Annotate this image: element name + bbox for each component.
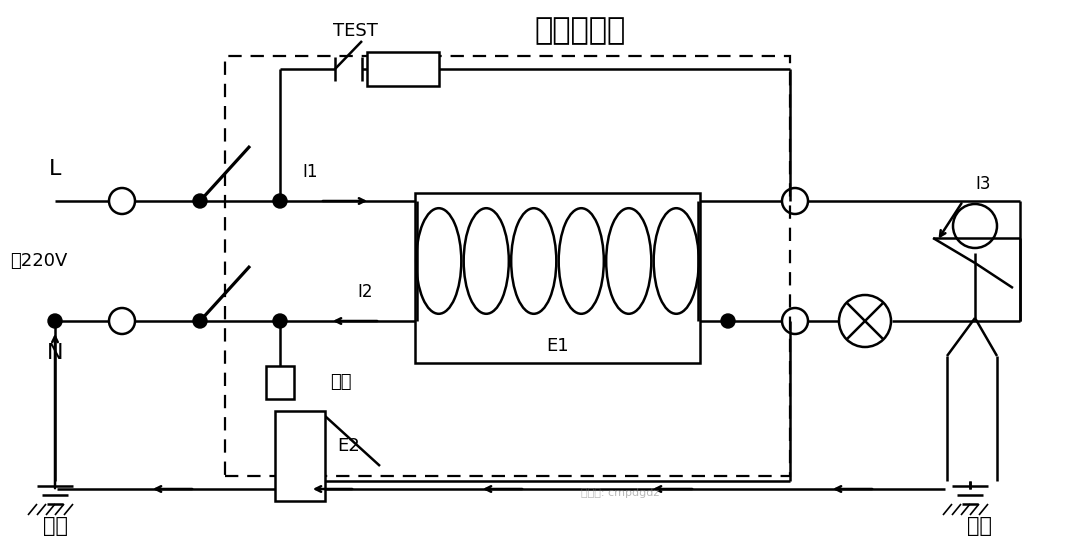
Text: TEST: TEST [333,22,377,40]
Text: 大地: 大地 [42,516,67,536]
Polygon shape [266,366,294,399]
Text: I3: I3 [975,175,990,193]
Text: 衔铁: 衔铁 [330,373,351,392]
Text: I2: I2 [357,283,373,301]
Text: L: L [49,159,62,179]
Polygon shape [275,411,325,501]
Text: 漏电保护器: 漏电保护器 [535,16,625,45]
Circle shape [273,194,287,208]
Circle shape [273,314,287,328]
Circle shape [721,314,735,328]
Circle shape [48,314,62,328]
Text: N: N [46,343,64,363]
Circle shape [193,194,207,208]
Text: I1: I1 [302,163,318,181]
Text: 大地: 大地 [968,516,993,536]
Text: ～220V: ～220V [10,252,67,270]
Text: E1: E1 [546,337,569,355]
Polygon shape [367,52,438,86]
Text: 微信号: cmpdgdz: 微信号: cmpdgdz [581,488,659,498]
Circle shape [193,314,207,328]
Text: E2: E2 [337,437,360,455]
